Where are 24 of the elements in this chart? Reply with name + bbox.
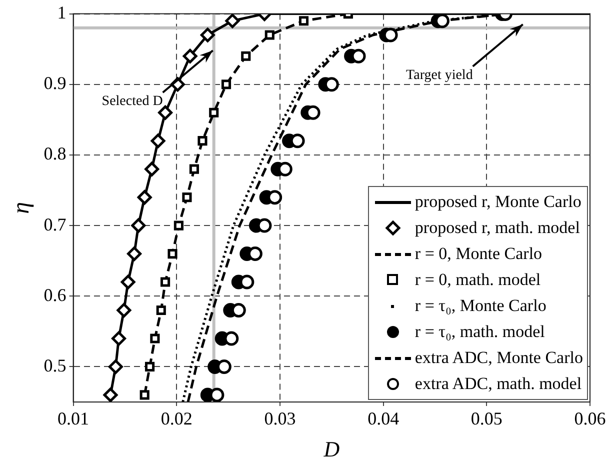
y-tick-label: 0.5 — [44, 355, 66, 376]
y-tick-label: 0.6 — [44, 284, 66, 305]
legend-label: proposed r, Monte Carlo — [414, 191, 582, 213]
x-tick-label: 0.04 — [368, 408, 400, 429]
legend-label: proposed r, math. model — [414, 217, 580, 239]
legend-label: extra ADC, math. model — [414, 373, 582, 395]
annotation: Selected D — [102, 94, 163, 110]
y-tick-label: 0.8 — [44, 144, 66, 164]
x-tick-label: 0.03 — [264, 408, 296, 429]
x-tick-label: 0.02 — [160, 408, 192, 429]
legend-label: r = τ₀, math. model — [414, 321, 545, 343]
x-axis-title: D — [322, 436, 340, 462]
legend-label: r = 0, Monte Carlo — [414, 243, 542, 265]
x-tick-label: 0.06 — [574, 408, 606, 429]
annotation: Target yield — [406, 68, 473, 84]
y-tick-label: 0.9 — [44, 73, 66, 94]
legend-label: extra ADC, Monte Carlo — [414, 347, 583, 369]
y-axis-title: η — [8, 202, 35, 214]
legend-label: r = 0, math. model — [414, 269, 541, 291]
x-tick-label: 0.01 — [58, 408, 90, 429]
y-tick-label: 0.7 — [44, 214, 66, 234]
y-tick-label: 1 — [57, 2, 66, 23]
x-tick-label: 0.05 — [470, 408, 502, 429]
legend-label: r = τ₀, Monte Carlo — [414, 295, 546, 317]
